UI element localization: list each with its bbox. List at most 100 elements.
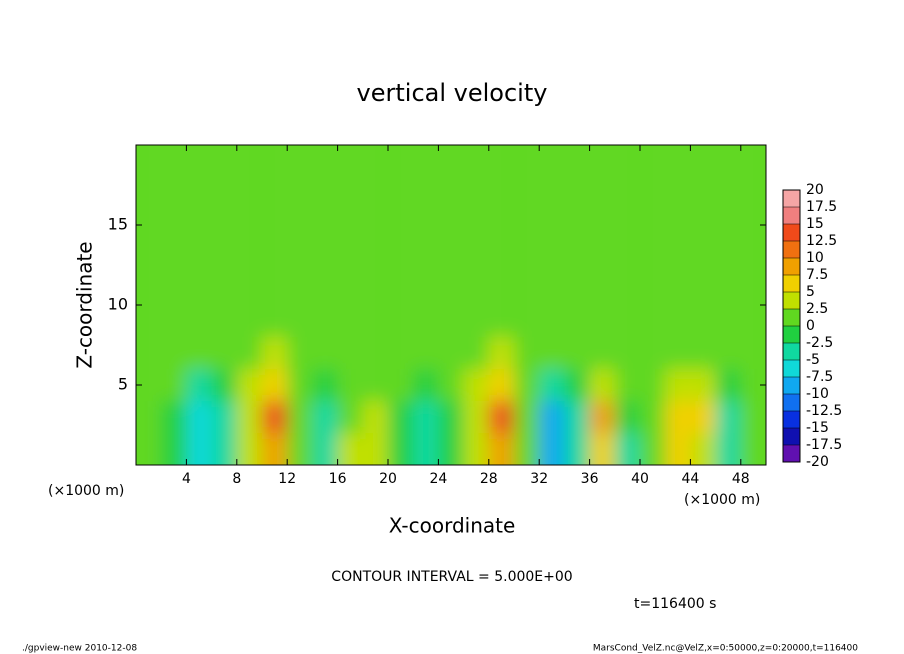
field-cell [640,209,666,241]
x-tick-label: 40 [631,471,649,487]
x-label: X-coordinate [389,514,516,538]
x-unit: (×1000 m) [48,483,124,499]
field-cell [362,273,388,305]
x-tick-label: 20 [379,471,397,487]
time-note: t=116400 s [634,596,716,612]
field-cell [740,305,766,337]
field-cell [413,241,439,273]
field-cell [161,177,187,209]
field-cell [287,145,313,177]
field-cell [136,273,162,305]
field-cell [564,273,590,305]
field-cell [388,241,414,273]
field-cell [362,241,388,273]
colorbar-swatch [783,326,800,343]
colorbar-swatch [783,411,800,428]
field-cell [640,433,666,465]
field-cell [388,369,414,401]
field-cell [640,401,666,433]
field-cell [463,433,489,465]
field-cell [413,433,439,465]
field-cell [438,305,464,337]
field-cell [236,305,262,337]
field-cell [337,401,363,433]
field-cell [337,433,363,465]
colorbar-label: 12.5 [806,233,837,249]
field-cell [287,177,313,209]
field-cell [514,337,540,369]
field-cell [161,369,187,401]
field-cell [488,241,514,273]
field-cell [161,241,187,273]
field-cell [690,273,716,305]
field-cell [413,305,439,337]
field-cell [262,401,288,433]
field-cell [715,433,741,465]
colorbar-label: -2.5 [806,335,833,351]
colorbar-swatch [783,360,800,377]
contour-note: CONTOUR INTERVAL = 5.000E+00 [331,569,572,585]
field-cell [136,241,162,273]
field-cell [740,337,766,369]
field-cell [463,145,489,177]
field-cell [614,145,640,177]
field-cell [640,305,666,337]
field-cell [514,241,540,273]
field-cell [665,401,691,433]
field-cell [589,145,615,177]
field-cell [337,241,363,273]
field-cell [312,337,338,369]
field-cell [262,241,288,273]
field-cell [287,401,313,433]
field-cell [690,369,716,401]
field-cell [312,433,338,465]
field-cell [262,177,288,209]
field-cell [665,209,691,241]
field-cell [715,273,741,305]
field-cell [413,145,439,177]
field-cell [539,305,565,337]
field-cell [388,305,414,337]
field-cell [438,337,464,369]
field-cell [564,433,590,465]
field-cell [362,433,388,465]
field-cell [211,337,237,369]
field-cell [589,305,615,337]
colorbar-swatch [783,377,800,394]
field-cell [740,241,766,273]
field-cell [287,369,313,401]
field-cell [463,209,489,241]
field-cell [211,433,237,465]
colorbar-swatch [783,343,800,360]
field-cell [715,401,741,433]
colorbar-swatch [783,258,800,275]
field-cell [211,241,237,273]
field-cell [211,401,237,433]
field-cell [438,401,464,433]
field-cell [488,337,514,369]
field-cell [463,273,489,305]
field-cell [337,337,363,369]
field-cell [287,305,313,337]
field-cell [488,369,514,401]
field-cell [488,209,514,241]
field-cell [690,209,716,241]
field-cell [589,433,615,465]
field-cell [186,209,212,241]
field-cell [740,433,766,465]
field-cell [514,273,540,305]
field-cell [362,305,388,337]
field-cell [136,433,162,465]
field-cell [438,177,464,209]
field-cell [262,273,288,305]
field-cell [312,177,338,209]
field-cell [186,369,212,401]
field-cell [388,337,414,369]
field-cell [362,145,388,177]
field-cell [665,433,691,465]
colorbar-swatch [783,394,800,411]
x-tick-label: 32 [530,471,548,487]
field-cell [438,241,464,273]
field-cell [539,145,565,177]
field-cell [438,369,464,401]
